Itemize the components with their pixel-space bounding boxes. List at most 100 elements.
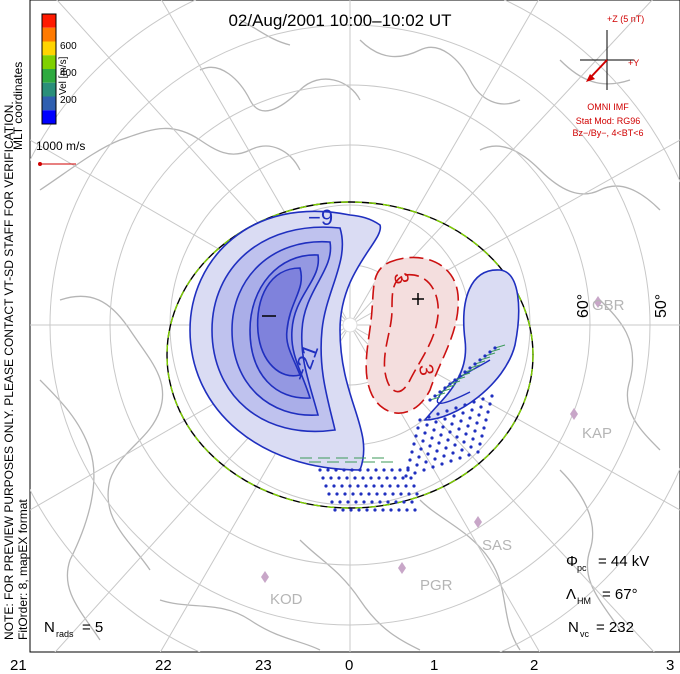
velocity-vector-dot bbox=[425, 423, 429, 427]
velocity-vector-dot bbox=[389, 508, 393, 512]
mlt-tick-1: 1 bbox=[430, 657, 438, 674]
velocity-vector-stub bbox=[494, 344, 506, 349]
velocity-vector-dot bbox=[493, 346, 497, 350]
velocity-vector-dot bbox=[472, 400, 476, 404]
velocity-vector-dot bbox=[463, 403, 467, 407]
velocity-vector-dot bbox=[383, 492, 387, 496]
contour-label-mid: −9 bbox=[308, 205, 333, 230]
velocity-vector-dot bbox=[424, 460, 428, 464]
velocity-vector-dot bbox=[409, 476, 413, 480]
velocity-vector-dot bbox=[441, 425, 445, 429]
velocity-vector-dot bbox=[382, 468, 386, 472]
velocity-vector-dot bbox=[358, 468, 362, 472]
velocity-vector-dot bbox=[367, 492, 371, 496]
velocity-vector-dot bbox=[345, 476, 349, 480]
velocity-vector-dot bbox=[488, 350, 492, 354]
n-rads-value: = 5 bbox=[82, 619, 103, 636]
hm-latitude: Λ HM = 67° bbox=[566, 586, 638, 606]
velocity-vector-dot bbox=[462, 440, 466, 444]
velocity-vector-dot bbox=[436, 412, 440, 416]
velocity-vector-dot bbox=[470, 408, 474, 412]
velocity-vector-dot bbox=[332, 484, 336, 488]
velocity-vector-dot bbox=[455, 435, 459, 439]
velocity-vector-dot bbox=[460, 448, 464, 452]
velocity-vector-dot bbox=[454, 406, 458, 410]
radar-label-pgr: PGR bbox=[420, 577, 453, 594]
dawn-negative-cell bbox=[423, 269, 520, 421]
velocity-vectors bbox=[300, 344, 506, 512]
velocity-vector-dot bbox=[437, 441, 441, 445]
velocity-vector-dot bbox=[451, 451, 455, 455]
velocity-vector-dot bbox=[385, 476, 389, 480]
svg-text:Λ: Λ bbox=[566, 586, 576, 603]
velocity-vector-dot bbox=[478, 358, 482, 362]
mlt-axis: 21 22 23 0 1 2 3 bbox=[10, 657, 674, 674]
velocity-vector-dot bbox=[428, 398, 432, 402]
velocity-vector-dot bbox=[318, 468, 322, 472]
velocity-vector-dot bbox=[353, 476, 357, 480]
velocity-vector-dot bbox=[471, 437, 475, 441]
velocity-vector-dot bbox=[459, 419, 463, 423]
velocity-vector-dot bbox=[412, 484, 416, 488]
velocity-vector-dot bbox=[410, 450, 414, 454]
colorbar-tick-200: 200 bbox=[60, 95, 77, 106]
vector-count: N vc = 232 bbox=[568, 619, 634, 639]
velocity-vector-dot bbox=[481, 397, 485, 401]
colorbar-border bbox=[41, 13, 57, 125]
mlt-tick-2: 2 bbox=[530, 657, 538, 674]
velocity-vector-dot bbox=[464, 432, 468, 436]
velocity-vector-stub bbox=[444, 384, 456, 389]
vector-scale-dot bbox=[38, 162, 42, 166]
velocity-vector-dot bbox=[373, 508, 377, 512]
velocity-vector-dot bbox=[442, 454, 446, 458]
velocity-vector-dot bbox=[391, 492, 395, 496]
velocity-vector-dot bbox=[380, 484, 384, 488]
velocity-vector-dot bbox=[423, 431, 427, 435]
plot-title: 02/Aug/2001 10:00–10:02 UT bbox=[228, 11, 451, 30]
velocity-vector-dot bbox=[390, 468, 394, 472]
velocity-vector-dot bbox=[408, 458, 412, 462]
velocity-vector-stub bbox=[429, 396, 441, 401]
negative-potential-cell bbox=[189, 210, 382, 471]
velocity-vector-dot bbox=[433, 394, 437, 398]
velocity-vector-dot bbox=[357, 508, 361, 512]
velocity-vector-dot bbox=[443, 417, 447, 421]
imf-z-label: +Z (5 nT) bbox=[607, 14, 644, 24]
imf-clock bbox=[580, 30, 634, 90]
colorbar-segment bbox=[42, 55, 56, 69]
colorbar-tick-400: 400 bbox=[60, 68, 77, 79]
radar-site-markers bbox=[261, 296, 602, 583]
velocity-vector-dot bbox=[369, 476, 373, 480]
velocity-vector-dot bbox=[414, 434, 418, 438]
coord-label: MLT coordinates bbox=[11, 62, 25, 150]
velocity-vector-dot bbox=[401, 476, 405, 480]
velocity-vector-dot bbox=[381, 508, 385, 512]
colorbar-segment bbox=[42, 110, 56, 124]
velocity-vector-dot bbox=[386, 500, 390, 504]
velocity-vector-stub bbox=[464, 368, 476, 373]
velocity-vector-dot bbox=[346, 500, 350, 504]
velocity-vector-dot bbox=[341, 508, 345, 512]
radar-count: N rads = 5 bbox=[44, 619, 103, 639]
velocity-vector-dot bbox=[378, 500, 382, 504]
velocity-vector-dot bbox=[394, 500, 398, 504]
velocity-vector-dot bbox=[397, 508, 401, 512]
svg-text:pc: pc bbox=[577, 563, 587, 573]
mlt-tick-0: 0 bbox=[345, 657, 353, 674]
velocity-vector-dot bbox=[404, 484, 408, 488]
contour-label-pos-a: 3 bbox=[389, 271, 413, 286]
velocity-vector-dot bbox=[468, 416, 472, 420]
velocity-vector-dot bbox=[473, 429, 477, 433]
velocity-vector-dot bbox=[321, 476, 325, 480]
velocity-vector-dot bbox=[335, 492, 339, 496]
velocity-vector-dot bbox=[410, 500, 414, 504]
velocity-vector-dot bbox=[361, 476, 365, 480]
mlt-tick-23: 23 bbox=[255, 657, 272, 674]
radar-label-gbr: GBR bbox=[592, 297, 625, 314]
radar-label-sas: SAS bbox=[482, 537, 512, 554]
velocity-vector-dot bbox=[398, 468, 402, 472]
velocity-vector-dot bbox=[326, 468, 330, 472]
velocity-vector-stub bbox=[479, 356, 491, 361]
velocity-vector-dot bbox=[342, 468, 346, 472]
svg-text:N: N bbox=[44, 619, 55, 636]
